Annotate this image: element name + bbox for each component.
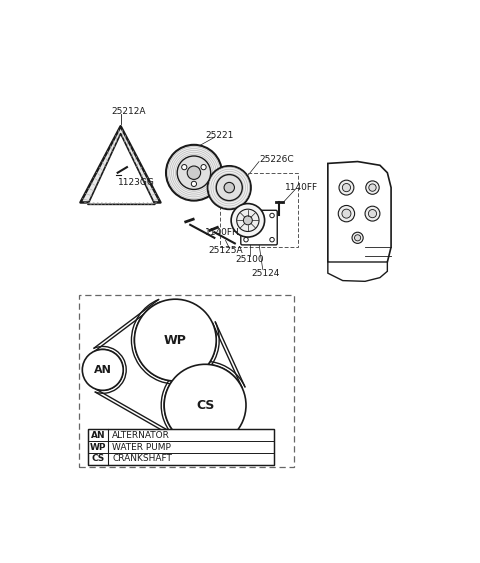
Circle shape (201, 164, 206, 169)
Circle shape (181, 164, 187, 169)
Circle shape (164, 364, 246, 446)
Circle shape (369, 184, 376, 191)
FancyBboxPatch shape (79, 296, 294, 467)
Polygon shape (328, 262, 387, 282)
Text: WP: WP (90, 443, 107, 452)
Circle shape (270, 213, 274, 218)
Circle shape (134, 299, 216, 381)
Text: AN: AN (91, 431, 106, 440)
Circle shape (342, 209, 351, 218)
Text: ALTERNATOR: ALTERNATOR (112, 431, 170, 440)
Circle shape (365, 206, 380, 221)
Circle shape (368, 209, 377, 218)
Polygon shape (328, 162, 391, 271)
Text: WP: WP (164, 334, 187, 347)
Text: 1140FH: 1140FH (205, 229, 240, 238)
Polygon shape (88, 133, 155, 204)
Circle shape (244, 213, 248, 218)
Text: 25221: 25221 (206, 131, 234, 140)
Text: 25125A: 25125A (208, 247, 243, 256)
Circle shape (187, 166, 201, 180)
Circle shape (208, 166, 251, 209)
Circle shape (177, 156, 211, 190)
Circle shape (338, 205, 355, 222)
FancyBboxPatch shape (241, 211, 277, 245)
Circle shape (339, 180, 354, 195)
Text: 25212A: 25212A (111, 107, 146, 116)
Circle shape (192, 181, 196, 186)
Circle shape (83, 350, 123, 390)
Text: CRANKSHAFT: CRANKSHAFT (112, 454, 172, 463)
Circle shape (216, 175, 242, 200)
Circle shape (224, 182, 234, 193)
Text: 25226C: 25226C (259, 155, 294, 164)
Circle shape (231, 204, 264, 237)
Circle shape (366, 181, 379, 194)
Text: CS: CS (92, 454, 105, 463)
Text: WATER PUMP: WATER PUMP (112, 443, 171, 452)
Text: 25124: 25124 (252, 269, 280, 278)
Circle shape (270, 238, 274, 242)
Circle shape (355, 235, 360, 241)
Polygon shape (81, 126, 160, 203)
Text: 1140FF: 1140FF (285, 183, 318, 192)
Text: CS: CS (196, 399, 214, 412)
Text: 25100: 25100 (235, 254, 264, 263)
Circle shape (244, 238, 248, 242)
Circle shape (166, 145, 222, 200)
Text: AN: AN (94, 365, 112, 375)
Circle shape (342, 184, 350, 191)
Circle shape (243, 216, 252, 225)
Circle shape (237, 209, 259, 231)
FancyBboxPatch shape (88, 430, 274, 464)
Circle shape (352, 232, 363, 243)
Text: 1123GG: 1123GG (118, 177, 155, 186)
